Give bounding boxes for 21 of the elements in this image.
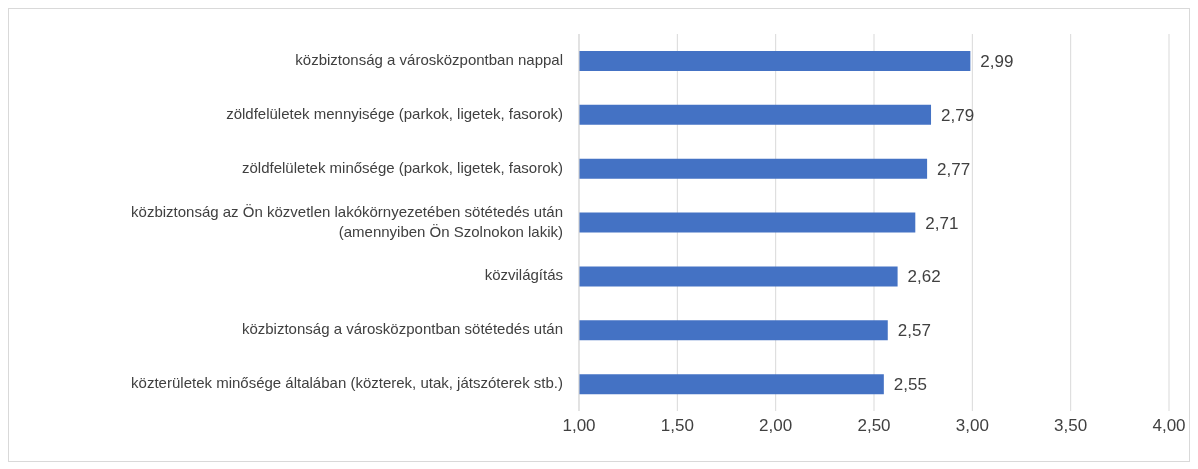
data-label: 2,71 bbox=[925, 213, 959, 233]
y-tick-label: közvilágítás bbox=[484, 266, 563, 284]
data-label: 2,55 bbox=[893, 375, 927, 395]
x-tick-label: 1,50 bbox=[660, 416, 694, 436]
y-tick-label: zöldfelületek minősége (parkok, ligetek, fasorok) bbox=[242, 158, 563, 176]
y-tick-label: közbiztonság a városközpontban sötétedés után bbox=[241, 320, 563, 338]
data-label: 2,79 bbox=[941, 105, 975, 125]
data-label: 2,57 bbox=[897, 321, 931, 341]
data-label: 2,62 bbox=[907, 267, 941, 287]
x-tick-label: 3,50 bbox=[1054, 416, 1088, 436]
y-tick-label: közterületek minősége általában (közterek, utak, játszóterek stb.) bbox=[131, 374, 563, 392]
x-tick-label: 3,00 bbox=[955, 416, 989, 436]
x-tick-label: 2,00 bbox=[759, 416, 793, 436]
y-tick-label: közbiztonság a városközpontban nappal bbox=[295, 50, 563, 68]
data-label: 2,77 bbox=[937, 159, 971, 179]
y-tick-label: zöldfelületek mennyisége (parkok, ligetek, fasorok) bbox=[226, 104, 563, 122]
data-label: 2,99 bbox=[980, 52, 1014, 72]
y-tick-label: közbiztonság az Ön közvetlen lakókörnyezetében sötétedés után (amennyiben Ön Szolnokon lakik) bbox=[131, 202, 563, 240]
x-tick-label: 1,00 bbox=[562, 416, 596, 436]
x-tick-label: 4,00 bbox=[1152, 416, 1186, 436]
x-tick-label: 2,50 bbox=[857, 416, 891, 436]
